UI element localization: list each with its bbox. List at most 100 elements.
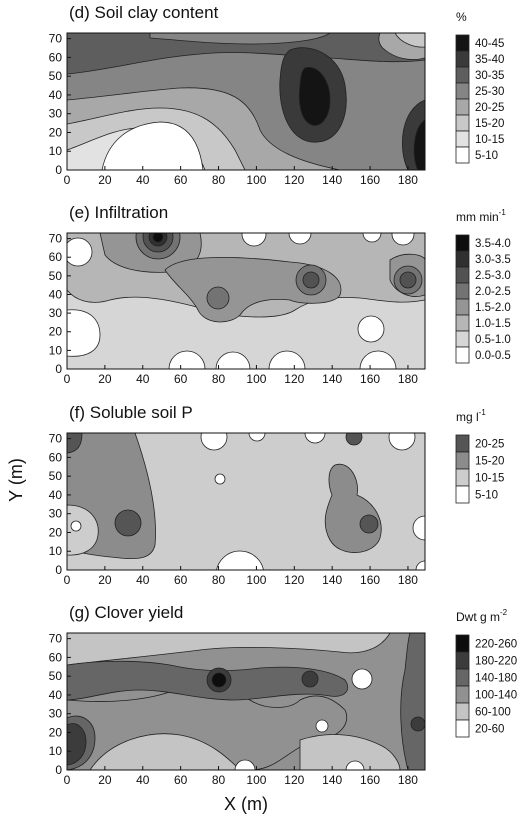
- y-tick-label: 70: [49, 232, 63, 246]
- contour-band: [359, 514, 379, 534]
- y-tick-label: 10: [49, 544, 63, 558]
- contour-band: [89, 733, 241, 770]
- legend-label: 15-20: [475, 456, 504, 468]
- legend-infiltration: mm min-1 3.5-4.0 3.0-3.5 2.5-3.0 2.0-2.5 1.5-…: [455, 208, 511, 364]
- x-tick-label: 100: [246, 773, 266, 787]
- legend-swatch: [455, 50, 470, 68]
- y-tick-label: 60: [49, 250, 63, 264]
- legend-label: 100-140: [475, 690, 517, 702]
- legend-label: 2.5-3.0: [475, 270, 511, 282]
- contour-band: [216, 550, 264, 570]
- legend-label: 220-260: [475, 639, 517, 651]
- x-tick-label: 100: [246, 573, 266, 587]
- y-tick-label: 10: [49, 144, 63, 158]
- y-tick-label: 30: [49, 306, 63, 320]
- y-tick-label: 70: [49, 32, 63, 46]
- y-tick-label: 30: [49, 107, 63, 121]
- contour-band: [302, 271, 320, 289]
- x-tick-label: 180: [398, 773, 418, 787]
- contour-map-infiltration: [67, 233, 425, 369]
- legend-label: 25-30: [475, 86, 504, 98]
- contour-band: [101, 121, 204, 170]
- x-tick-label: 80: [212, 173, 226, 187]
- x-tick-label: 140: [322, 173, 342, 187]
- legend-swatch: [455, 298, 470, 316]
- x-tick-label: 40: [136, 372, 150, 386]
- legend-label: 20-25: [475, 102, 504, 114]
- contour-band: [301, 670, 319, 688]
- contour-band: [288, 233, 312, 245]
- contour-map-soluble-p: [67, 433, 425, 570]
- legend-label: 0.0-0.5: [475, 350, 511, 362]
- legend-swatch: [455, 634, 470, 653]
- contour-band: [248, 433, 266, 442]
- y-tick-labels: 0 10 20 30 40 50 60 70: [49, 32, 71, 177]
- y-tick-label: 0: [55, 563, 62, 577]
- legend-label: 180-220: [475, 656, 517, 668]
- x-tick-label: 20: [98, 773, 112, 787]
- legend-clover-yield: Dwt g m-2 220-260 180-220 140-180 100-140 60-…: [455, 608, 517, 738]
- contour-band: [415, 560, 425, 570]
- plot-frame: [66, 232, 426, 370]
- legend-soluble-p: mg l-1 20-25 15-20 10-15 5-10: [455, 408, 504, 504]
- y-tick-label: 60: [49, 50, 63, 64]
- contour-band: [299, 734, 401, 770]
- legend-swatch: [455, 451, 470, 470]
- contour-band: [67, 633, 391, 666]
- legend-soil-clay: % 40-45 35-40 30-35 25-30 20-25 15-20 10-15 5-10: [455, 10, 504, 164]
- x-tick-label: 80: [212, 573, 226, 587]
- contour-band: [410, 716, 425, 732]
- legend-swatch: [455, 98, 470, 116]
- legend-label: 20-25: [475, 439, 504, 451]
- legend-swatch: [455, 346, 470, 364]
- legend-swatch: [455, 282, 470, 300]
- y-tick-label: 30: [49, 707, 63, 721]
- contour-band: [351, 668, 373, 690]
- contour-band: [215, 351, 251, 369]
- contour-band: [234, 759, 256, 770]
- legend-unit: %: [456, 10, 467, 24]
- x-tick-label: 160: [360, 173, 380, 187]
- contour-band: [214, 473, 226, 485]
- y-tick-label: 30: [49, 507, 63, 521]
- legend-label: 30-35: [475, 70, 504, 82]
- contour-band: [67, 237, 93, 267]
- x-tick-label: 140: [322, 372, 342, 386]
- contour-band: [413, 119, 425, 170]
- y-tick-label: 40: [49, 688, 63, 702]
- legend-label: 3.5-4.0: [475, 238, 511, 250]
- contour-band: [114, 509, 142, 537]
- panel-title-soil-clay: (d) Soil clay content: [69, 3, 219, 22]
- x-tick-label: 120: [284, 173, 304, 187]
- y-tick-label: 20: [49, 325, 63, 339]
- contour-band: [268, 350, 306, 369]
- y-tick-labels: 0 10 20 30 40 50 60 70: [49, 432, 71, 577]
- contour-band: [304, 433, 326, 444]
- x-tick-label: 20: [98, 372, 112, 386]
- y-tick-label: 10: [49, 343, 63, 357]
- legend-label: 40-45: [475, 38, 504, 50]
- x-axis-label: X (m): [224, 794, 268, 814]
- legend-label: 10-15: [475, 473, 504, 485]
- panel-soil-clay: (d) Soil clay content 0 20 40 60 80 100 120 140…: [49, 3, 505, 187]
- y-tick-label: 70: [49, 632, 63, 646]
- legend-label: 60-100: [475, 707, 511, 719]
- contour-band: [315, 719, 329, 733]
- y-tick-label: 40: [49, 88, 63, 102]
- legend-swatch: [455, 82, 470, 100]
- x-tick-label: 60: [174, 372, 188, 386]
- y-tick-label: 40: [49, 287, 63, 301]
- contour-band: [149, 33, 331, 45]
- legend-swatch: [455, 719, 470, 738]
- y-tick-label: 0: [55, 362, 62, 376]
- legend-swatch: [455, 146, 470, 164]
- legend-label: 15-20: [475, 118, 504, 130]
- legend-label: 10-15: [475, 134, 504, 146]
- plot-frame: [66, 32, 426, 171]
- y-tick-label: 0: [55, 763, 62, 777]
- legend-swatch: [455, 702, 470, 721]
- x-tick-label: 0: [64, 773, 71, 787]
- contour-band: [298, 67, 331, 126]
- x-tick-label: 40: [136, 173, 150, 187]
